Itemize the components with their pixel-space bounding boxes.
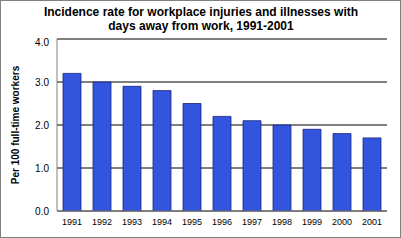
svg-text:Per 100 full-time workers: Per 100 full-time workers	[10, 65, 21, 184]
svg-text:1992: 1992	[92, 217, 112, 227]
svg-text:1997: 1997	[242, 217, 262, 227]
svg-text:1995: 1995	[182, 217, 202, 227]
svg-text:2000: 2000	[332, 217, 352, 227]
svg-text:2.0: 2.0	[35, 120, 49, 131]
svg-text:1994: 1994	[152, 217, 172, 227]
svg-text:2001: 2001	[362, 217, 382, 227]
svg-text:3.0: 3.0	[35, 77, 49, 88]
svg-text:4.0: 4.0	[35, 37, 49, 48]
svg-text:1999: 1999	[302, 217, 322, 227]
svg-text:1993: 1993	[122, 217, 142, 227]
svg-text:0.0: 0.0	[35, 206, 49, 217]
svg-text:1991: 1991	[62, 217, 82, 227]
svg-text:1998: 1998	[272, 217, 292, 227]
svg-text:1996: 1996	[212, 217, 232, 227]
svg-text:1.0: 1.0	[35, 163, 49, 174]
html-text:Incidence rate for workplace i: Incidence rate for workplace injuries an…	[43, 5, 358, 33]
